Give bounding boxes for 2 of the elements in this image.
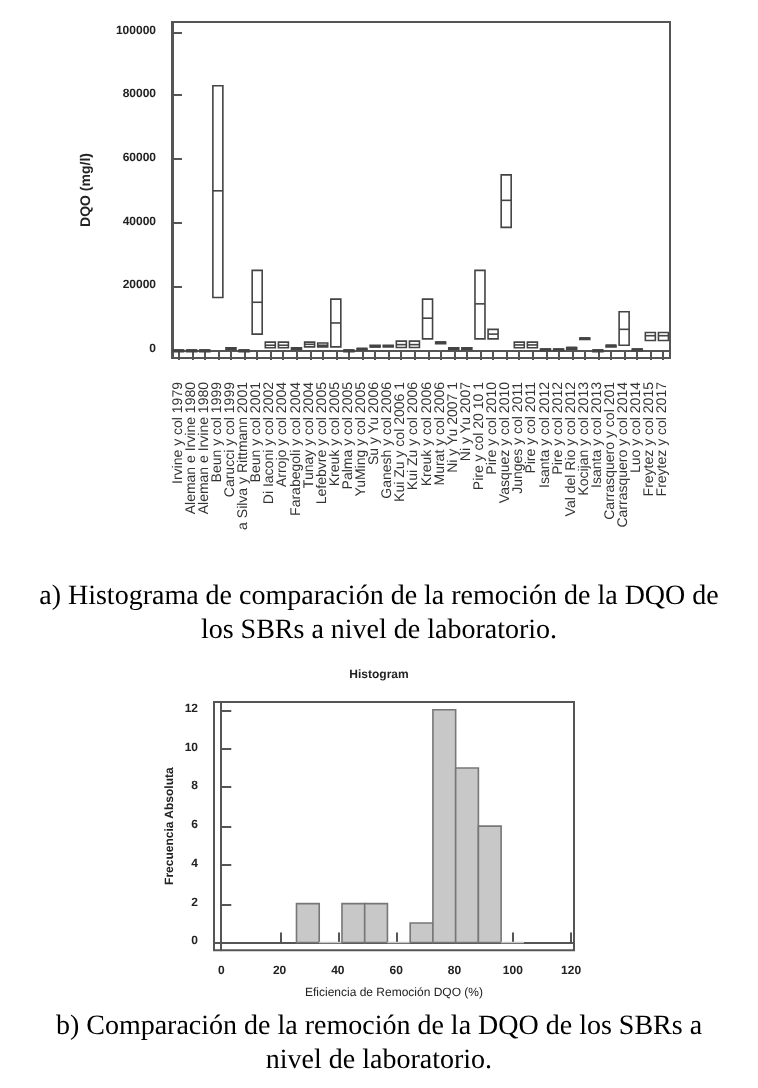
text: b) Comparación de la remoción de la DQO de los SBRs a nivel de laboratorio.: [53, 1010, 705, 1078]
text: a) Histograma de comparación de la remoción de la DQO de los SBRs a nivel de laboratorio.: [37, 580, 721, 650]
